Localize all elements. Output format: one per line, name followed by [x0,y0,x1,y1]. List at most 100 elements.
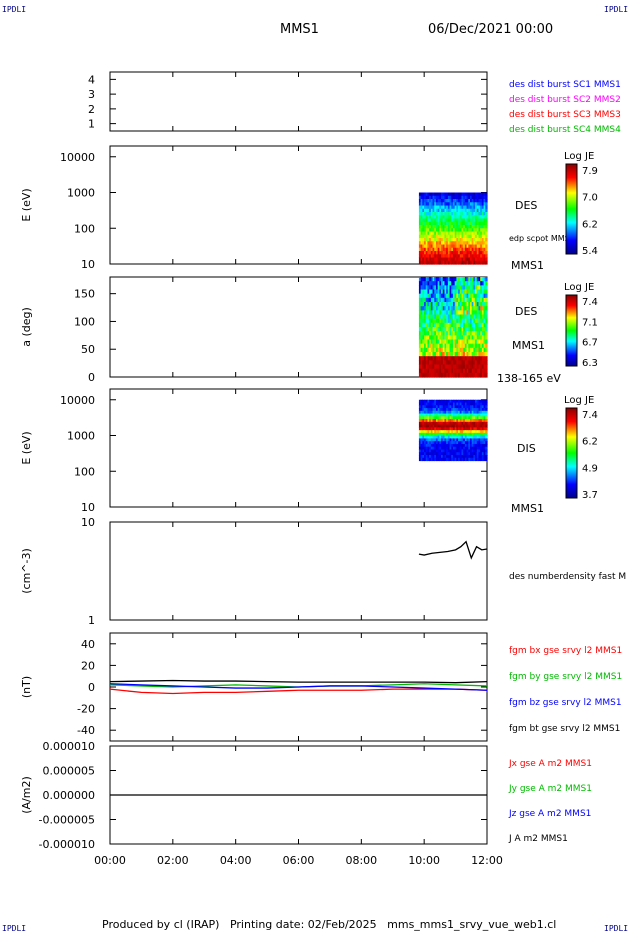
heatmap-cell [441,446,444,451]
heatmap-cell [481,293,485,299]
heatmap-cell [475,257,478,262]
legend-entry: Jy gse A m2 MMS1 [508,784,592,794]
heatmap-cell [451,285,454,291]
heatmap-cell [483,419,486,423]
heatmap-cell [437,318,440,324]
heatmap-cell [469,449,473,453]
heatmap-cell [427,247,430,252]
heatmap-cell [454,322,457,328]
heatmap-cell [425,241,429,246]
heatmap-cell [427,192,430,197]
heatmap-cell [425,408,429,412]
heatmap-cell [463,372,466,378]
heatmap-cell [435,441,439,445]
heatmap-cell [449,438,452,442]
heatmap-cell [478,356,481,361]
heatmap-cell [471,218,474,223]
panel-side-label: MMS1 [512,339,545,352]
heatmap-cell [430,416,434,420]
heatmap-cell [480,430,483,434]
heatmap-cell [430,285,434,291]
heatmap-cell [424,234,427,239]
heatmap-cell [439,208,442,213]
heatmap-cell [452,416,456,420]
heatmap-cell [430,257,434,262]
heatmap-cell [444,360,447,366]
heatmap-cell [434,457,437,462]
heatmap-cell [476,402,480,406]
heatmap-cell [485,419,488,423]
heatmap-cell [434,260,437,265]
heatmap-cell [432,372,435,378]
heatmap-cell [435,281,439,286]
heatmap-cell [483,335,486,341]
heatmap-cell [442,343,446,349]
heatmap-cell [461,360,464,366]
heatmap-cell [463,399,466,404]
heatmap-cell [483,302,486,307]
heatmap-cell [452,260,456,265]
heatmap-cell [420,297,423,303]
heatmap-cell [437,452,440,456]
heatmap-cell [439,360,442,366]
heatmap-cell [441,208,444,213]
heatmap-cell [480,449,483,453]
heatmap-cell [483,234,486,239]
heatmap-cell [420,192,423,197]
heatmap-cell [476,241,480,246]
heatmap-cell [468,446,471,451]
heatmap-cell [429,405,432,409]
heatmap-cell [480,202,483,207]
heatmap-cell [471,452,474,456]
heatmap-cell [430,218,434,223]
heatmap-cell [461,402,464,406]
heatmap-cell [464,364,468,370]
heatmap-cell [439,254,442,259]
heatmap-cell [435,215,439,220]
heatmap-cell [432,335,435,341]
heatmap-cell [451,257,454,262]
heatmap-cell [424,452,427,456]
heatmap-cell [459,228,463,233]
heatmap-cell [418,231,422,236]
heatmap-cell [480,410,483,415]
y-tick-label: 10 [81,516,95,529]
heatmap-cell [437,228,440,233]
y-tick-label: 20 [81,659,95,672]
heatmap-cell [473,234,476,239]
heatmap-cell [481,356,485,361]
heatmap-cell [418,306,422,311]
heatmap-cell [449,293,452,299]
heatmap-cell [466,234,469,239]
heatmap-cell [427,310,430,316]
heatmap-cell [422,199,425,203]
heatmap-cell [424,260,427,265]
heatmap-cell [427,402,430,406]
heatmap-cell [425,410,429,415]
heatmap-cell [446,364,449,370]
heatmap-cell [461,228,464,233]
heatmap-cell [480,427,483,431]
heatmap-cell [454,297,457,303]
heatmap-cell [480,247,483,252]
heatmap-cell [435,254,439,259]
heatmap-cell [480,356,483,361]
heatmap-cell [481,221,485,226]
heatmap-cell [435,306,439,311]
heatmap-cell [459,457,463,462]
heatmap-cell [483,446,486,451]
heatmap-cell [480,215,483,220]
heatmap-cell [468,413,471,417]
heatmap-cell [459,247,463,252]
heatmap-cell [430,441,434,445]
heatmap-cell [449,218,452,223]
heatmap-cell [464,285,468,291]
heatmap-cell [449,408,452,412]
heatmap-cell [432,446,435,451]
heatmap-cell [432,247,435,252]
colorbar [565,407,578,499]
heatmap-cell [418,452,422,456]
heatmap-cell [466,247,469,252]
heatmap-cell [454,212,457,216]
